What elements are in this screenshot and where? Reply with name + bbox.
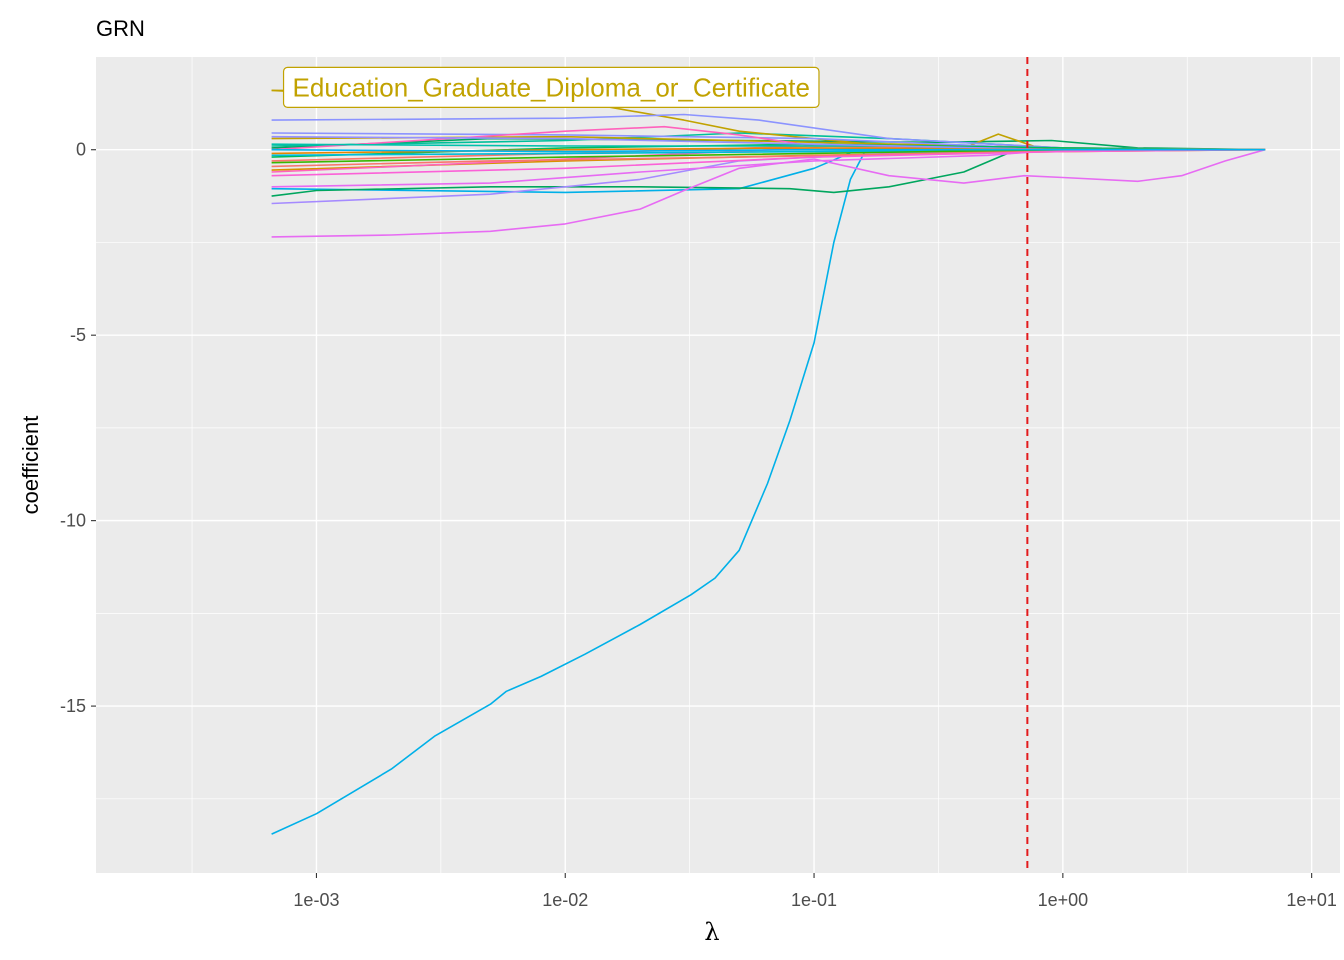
y-axis: 0 -5 -10 -15 bbox=[60, 140, 96, 716]
x-axis-title: λ bbox=[704, 918, 719, 946]
x-axis: 1e-03 1e-02 1e-01 1e+00 1e+01 bbox=[293, 873, 1337, 910]
y-tick-label: -15 bbox=[60, 696, 86, 716]
x-tick-label: 1e-02 bbox=[542, 890, 588, 910]
y-axis-title: coefficient bbox=[18, 416, 43, 515]
series-label-box bbox=[282, 66, 820, 108]
series-lines bbox=[271, 89, 1266, 835]
chart-title: GRN bbox=[96, 16, 145, 41]
x-tick-label: 1e-01 bbox=[791, 890, 837, 910]
y-tick-label: 0 bbox=[76, 140, 86, 160]
series-label: Education_Graduate_Diploma_or_Certificat… bbox=[271, 66, 820, 108]
series-line bbox=[271, 148, 1266, 835]
series-label-text: Education_Graduate_Diploma_or_Certificat… bbox=[293, 72, 810, 102]
series-line bbox=[271, 148, 1266, 238]
y-tick-label: -5 bbox=[70, 325, 86, 345]
x-tick-label: 1e-03 bbox=[293, 890, 339, 910]
x-tick-label: 1e+00 bbox=[1038, 890, 1089, 910]
series-line bbox=[271, 148, 1266, 153]
y-tick-label: -10 bbox=[60, 511, 86, 531]
plot-panel bbox=[96, 57, 1340, 873]
minor-gridlines bbox=[96, 57, 1340, 873]
x-tick-label: 1e+01 bbox=[1286, 890, 1337, 910]
series-line bbox=[271, 148, 1266, 177]
